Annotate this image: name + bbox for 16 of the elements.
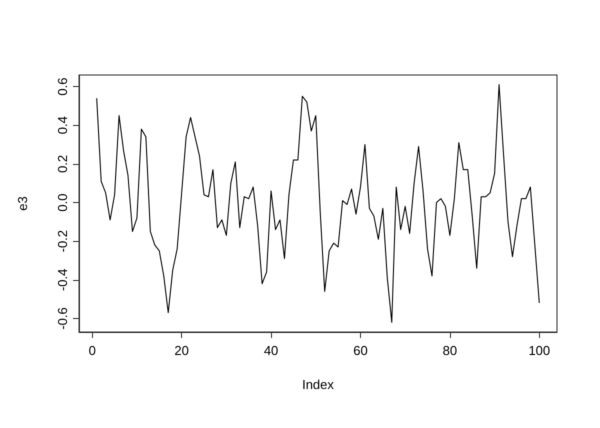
y-tick-label: 0.0	[55, 193, 70, 212]
line-series	[96, 84, 540, 323]
y-tick-label: -0.4	[55, 268, 70, 292]
y-tick-label: 0.6	[55, 78, 70, 96]
y-tick-label: 0.2	[55, 154, 70, 173]
x-tick-label: 100	[528, 343, 550, 358]
y-tick-label: -0.2	[55, 230, 70, 252]
y-axis-title: e3	[15, 196, 30, 211]
y-tick-label: 0.4	[55, 116, 70, 134]
x-tick-label: 80	[442, 343, 458, 358]
y-tick-label: -0.6	[55, 307, 70, 330]
x-tick-label: 0	[88, 343, 96, 358]
x-tick-label: 20	[174, 343, 189, 358]
x-axis-title: Index	[302, 377, 334, 392]
x-tick-label: 60	[353, 343, 368, 358]
x-tick-label: 40	[264, 343, 278, 358]
